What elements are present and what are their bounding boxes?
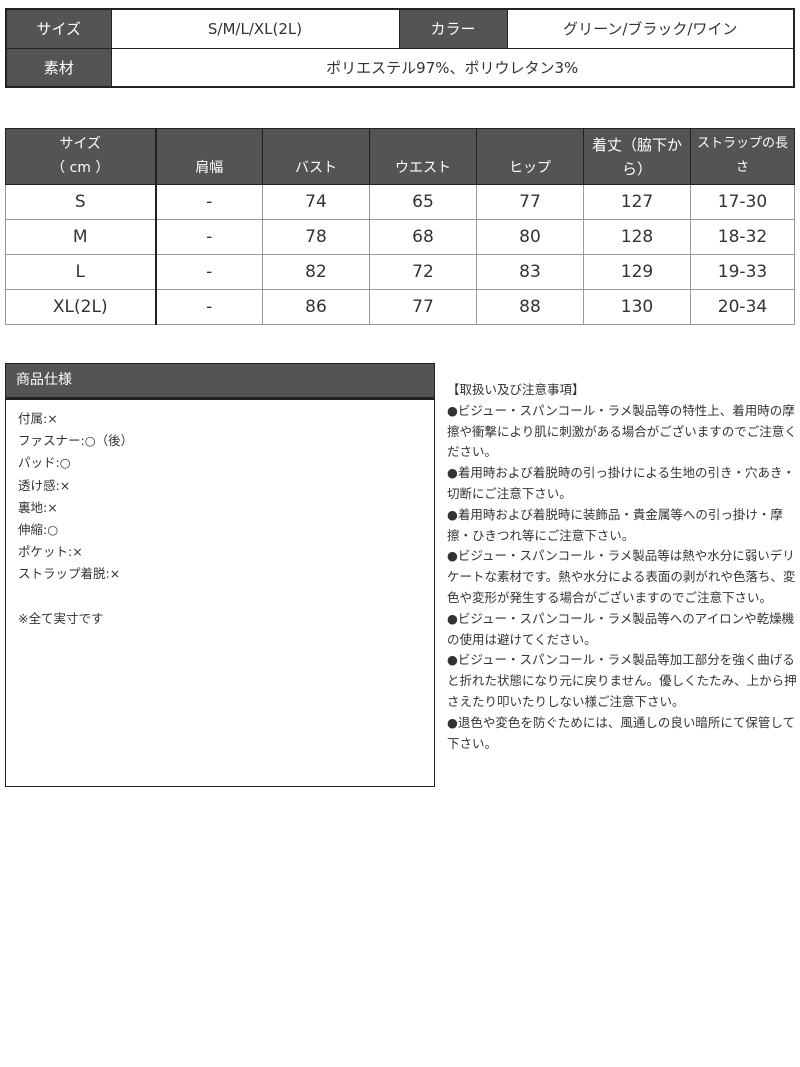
spec-title: 商品仕様: [6, 364, 434, 400]
care-note-item: ●退色や変色を防ぐためには、風通しの良い暗所にて保管して下さい。: [447, 714, 796, 751]
spec-item: 裏地:×: [18, 499, 58, 515]
header-unit-text: （ cm ）: [51, 160, 110, 176]
color-value: グリーン/ブラック/ワイン: [506, 8, 795, 49]
size-cell: -: [155, 219, 263, 255]
size-value: S/M/L/XL(2L): [110, 8, 400, 49]
size-row: M -78 68 80 128 18-32: [5, 219, 795, 255]
size-cell: 78: [262, 219, 370, 255]
care-note-item: ●ビジュー・スパンコール・ラメ製品等加工部分を強く曲げると折れた状態になり元に戻…: [447, 652, 797, 709]
size-cell: 72: [369, 254, 477, 290]
size-cell: 129: [583, 254, 691, 290]
size-cell: 17-30: [690, 184, 795, 220]
header-length: 着丈（脇下から）: [583, 128, 691, 185]
spec-item: 付属:×: [18, 411, 58, 426]
size-cell: -: [155, 289, 263, 325]
care-note-item: ●着用時および着脱時に装飾品・貴金属等への引っ掛け・摩擦・ひきつれ等にご注意下さ…: [447, 506, 783, 543]
size-cell: -: [155, 254, 263, 290]
size-cell: 83: [476, 254, 584, 290]
product-info-table: サイズ S/M/L/XL(2L) カラー グリーン/ブラック/ワイン 素材 ポリ…: [5, 8, 795, 88]
care-note-item: ●ビジュー・スパンコール・ラメ製品等へのアイロンや乾燥機の使用は避けてください。: [447, 610, 795, 647]
care-notes: 【取扱い及び注意事項】 ●ビジュー・スパンコール・ラメ製品等の特性上、着用時の摩…: [447, 380, 797, 754]
product-spec-box: 商品仕様 付属:× ファスナー:○（後） パッド:○ 透け感:× 裏地:× 伸縮:○ ポケッ…: [5, 363, 435, 787]
header-shoulder: 肩幅: [155, 128, 263, 185]
size-cell: 77: [369, 289, 477, 325]
care-note-item: ●ビジュー・スパンコール・ラメ製品等は熱や水分に弱いデリケートな素材です。熱や水…: [447, 548, 796, 605]
size-cell: XL(2L): [5, 289, 157, 325]
spec-item: ストラップ着脱:×: [18, 566, 121, 582]
size-cell: 128: [583, 219, 691, 255]
spec-item: 透け感:×: [18, 477, 71, 493]
header-hip: ヒップ: [476, 128, 584, 185]
size-row: S -74 65 77 127 17-30: [5, 184, 795, 220]
size-row: XL(2L) -86 77 88 130 20-34: [5, 289, 795, 325]
material-label: 素材: [5, 47, 112, 88]
header-waist: ウエスト: [369, 128, 477, 185]
header-strap: ストラップの長さ: [690, 128, 795, 185]
size-cell: 19-33: [690, 254, 795, 290]
size-cell: S: [5, 184, 157, 220]
spec-item: パッド:○: [18, 455, 71, 471]
color-label: カラー: [398, 8, 508, 49]
header-size: サイズ （ cm ）: [5, 128, 157, 185]
spec-item: 伸縮:○: [18, 522, 59, 538]
size-row: L -82 72 83 129 19-33: [5, 254, 795, 290]
size-cell: 80: [476, 219, 584, 255]
care-note-item: ●ビジュー・スパンコール・ラメ製品等の特性上、着用時の摩擦や衝撃により肌に刺激が…: [447, 402, 797, 460]
size-label: サイズ: [5, 8, 112, 49]
size-cell: L: [5, 254, 157, 290]
size-cell: 68: [369, 219, 477, 255]
size-cell: 127: [583, 184, 691, 220]
size-cell: 82: [262, 254, 370, 290]
size-cell: 74: [262, 184, 370, 220]
spec-item: ファスナー:○（後）: [18, 433, 134, 449]
size-cell: 86: [262, 289, 370, 325]
size-cell: 65: [369, 184, 477, 220]
spec-note: ※全て実寸です: [18, 610, 104, 626]
material-value: ポリエステル97%、ポリウレタン3%: [110, 47, 795, 88]
size-cell: 18-32: [690, 219, 795, 255]
size-cell: 88: [476, 289, 584, 325]
care-note-item: ●着用時および着脱時の引っ掛けによる生地の引き・穴あき・切断にご注意下さい。: [447, 465, 796, 501]
size-cell: 77: [476, 184, 584, 220]
spec-item: ポケット:×: [18, 544, 83, 560]
care-notes-title: 【取扱い及び注意事項】: [447, 382, 585, 397]
size-cell: -: [155, 184, 263, 220]
header-size-text: サイズ: [59, 136, 102, 152]
size-cell: M: [5, 219, 157, 255]
size-cell: 130: [583, 289, 691, 325]
header-bust: バスト: [262, 128, 370, 185]
spec-list: 付属:× ファスナー:○（後） パッド:○ 透け感:× 裏地:× 伸縮:○ ポケット:× スト…: [6, 400, 434, 630]
size-table: サイズ （ cm ） 肩幅 バスト ウエスト ヒップ 着丈（脇下から） ストラップ…: [5, 128, 795, 325]
size-cell: 20-34: [690, 289, 795, 325]
